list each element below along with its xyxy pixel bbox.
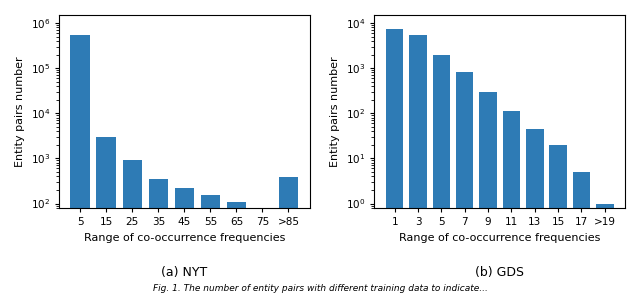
Bar <box>596 204 614 296</box>
Bar <box>526 129 543 296</box>
Text: Fig. 1. The number of entity pairs with different training data to indicate...: Fig. 1. The number of entity pairs with … <box>152 284 488 293</box>
Bar <box>502 111 520 296</box>
Bar <box>386 29 403 296</box>
Bar <box>253 215 272 296</box>
Bar <box>573 172 590 296</box>
Bar <box>227 202 246 296</box>
Bar <box>479 92 497 296</box>
Bar <box>175 188 194 296</box>
Y-axis label: Entity pairs number: Entity pairs number <box>15 56 25 167</box>
Text: (b) GDS: (b) GDS <box>476 266 524 279</box>
Bar <box>549 145 567 296</box>
Text: (a) NYT: (a) NYT <box>161 266 207 279</box>
X-axis label: Range of co-occurrence frequencies: Range of co-occurrence frequencies <box>84 233 285 242</box>
Bar <box>97 137 116 296</box>
Bar <box>456 73 474 296</box>
Bar <box>278 177 298 296</box>
X-axis label: Range of co-occurrence frequencies: Range of co-occurrence frequencies <box>399 233 600 242</box>
Bar <box>70 35 90 296</box>
Bar <box>409 35 427 296</box>
Bar <box>148 179 168 296</box>
Bar <box>200 195 220 296</box>
Bar <box>122 160 142 296</box>
Y-axis label: Entity pairs number: Entity pairs number <box>330 56 340 167</box>
Bar <box>433 54 450 296</box>
